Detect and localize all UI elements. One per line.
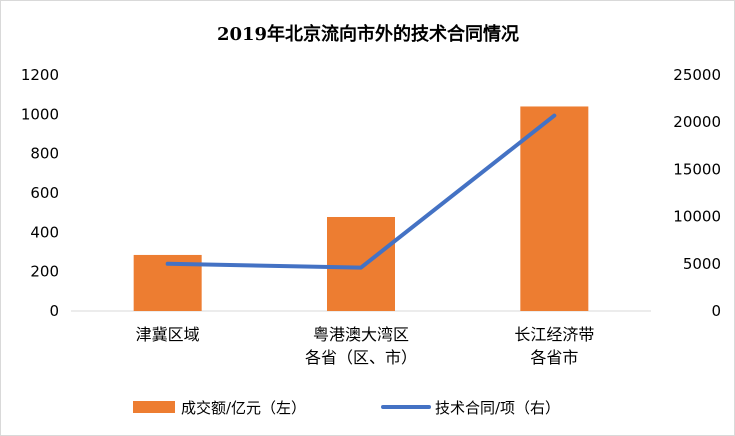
right-tick-label: 20000 [673, 113, 721, 131]
category-label: 各省（区、市） [305, 348, 417, 367]
left-tick-label: 1200 [21, 66, 59, 84]
left-tick-label: 200 [30, 263, 59, 281]
right-tick-label: 10000 [673, 208, 721, 226]
line-series [165, 113, 557, 270]
series-line [165, 113, 557, 270]
legend-swatch-bar [133, 401, 175, 413]
right-tick-label: 15000 [673, 160, 721, 178]
chart-title: 2019年北京流向市外的技术合同情况 [217, 23, 519, 45]
left-tick-label: 800 [30, 145, 59, 163]
right-tick-label: 25000 [673, 66, 721, 84]
legend-label-bar: 成交额/亿元（左） [181, 399, 306, 417]
right-tick-label: 0 [711, 302, 721, 320]
left-tick-label: 600 [30, 184, 59, 202]
left-tick-label: 400 [30, 223, 59, 241]
legend-label-line: 技术合同/项（右） [435, 399, 560, 417]
right-axis-ticks: 0 5000 10000 15000 20000 25000 [673, 66, 721, 320]
category-label: 长江经济带 [514, 325, 594, 344]
bar [520, 106, 589, 311]
left-tick-label: 1000 [21, 105, 59, 123]
left-tick-label: 0 [49, 302, 59, 320]
category-label: 粤港澳大湾区 [313, 325, 409, 344]
legend: 成交额/亿元（左） 技术合同/项（右） [133, 399, 560, 417]
bar-series [133, 106, 589, 311]
bar [327, 216, 395, 311]
category-label: 津冀区域 [136, 325, 200, 344]
right-tick-label: 5000 [683, 255, 721, 273]
category-label: 各省市 [530, 348, 578, 367]
left-axis-ticks: 0 200 400 600 800 1000 1200 [21, 66, 59, 320]
